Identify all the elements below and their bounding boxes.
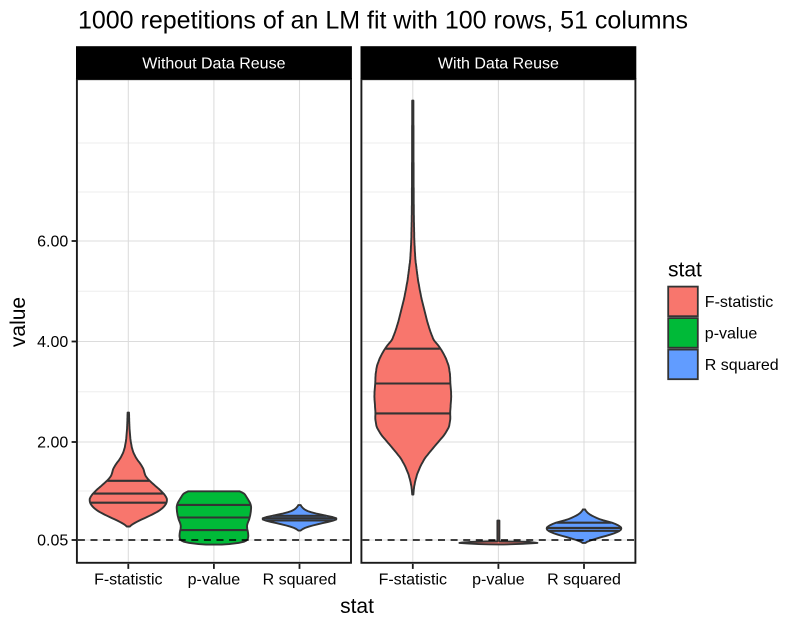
svg-text:F-statistic: F-statistic bbox=[379, 572, 447, 589]
svg-text:R squared: R squared bbox=[547, 572, 621, 589]
svg-text:R squared: R squared bbox=[263, 572, 337, 589]
svg-text:p-value: p-value bbox=[705, 326, 758, 343]
svg-text:6.00: 6.00 bbox=[37, 234, 68, 251]
svg-text:Without Data Reuse: Without Data Reuse bbox=[142, 56, 285, 73]
svg-text:value: value bbox=[7, 297, 30, 347]
svg-text:stat: stat bbox=[668, 258, 702, 281]
svg-text:stat: stat bbox=[340, 595, 374, 618]
svg-text:1000 repetitions of an LM fit: 1000 repetitions of an LM fit with 100 r… bbox=[78, 7, 688, 35]
svg-text:4.00: 4.00 bbox=[37, 334, 68, 351]
svg-text:p-value: p-value bbox=[188, 572, 241, 589]
svg-text:2.00: 2.00 bbox=[37, 435, 68, 452]
svg-text:F-statistic: F-statistic bbox=[705, 294, 773, 311]
svg-text:R squared: R squared bbox=[705, 357, 779, 374]
svg-text:F-statistic: F-statistic bbox=[94, 572, 162, 589]
svg-text:0.05: 0.05 bbox=[37, 533, 68, 550]
svg-text:p-value: p-value bbox=[472, 572, 525, 589]
svg-text:With Data Reuse: With Data Reuse bbox=[438, 56, 559, 73]
